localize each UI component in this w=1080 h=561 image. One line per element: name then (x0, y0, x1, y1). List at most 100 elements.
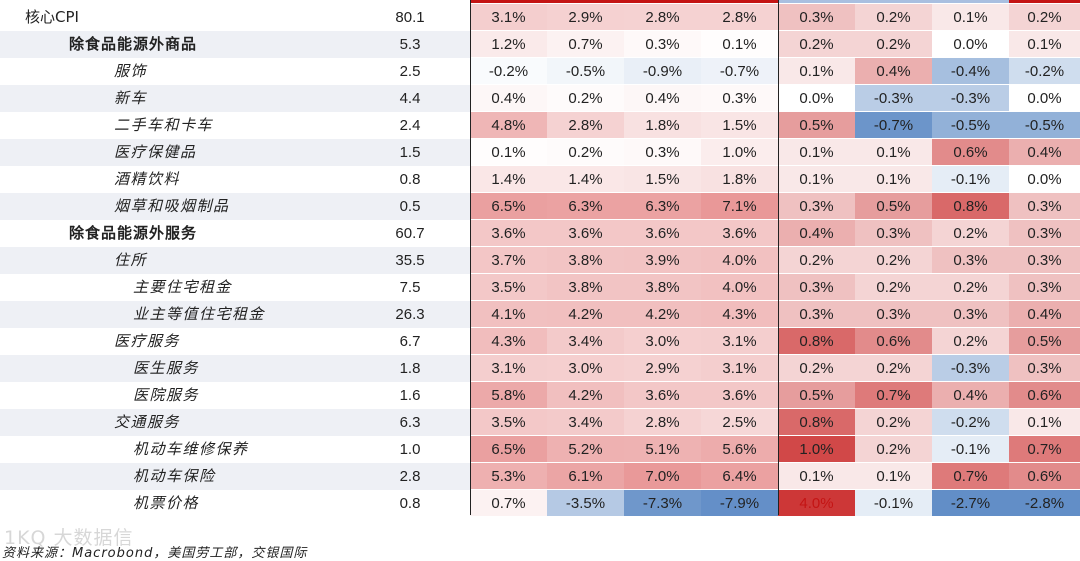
value-cell: 0.4% (470, 85, 547, 112)
value-cell: 3.6% (624, 382, 701, 409)
value-cell: 4.1% (470, 301, 547, 328)
value-cell: 3.8% (547, 274, 624, 301)
value-cell: 0.4% (624, 85, 701, 112)
value-cell: 2.8% (624, 409, 701, 436)
row-label: 业主等值住宅租金 (133, 305, 266, 323)
value-cell: -3.5% (547, 490, 624, 517)
value-cell: 2.8% (547, 112, 624, 139)
value-cell: -0.2% (932, 409, 1009, 436)
value-cell: 1.2% (470, 31, 547, 58)
value-cell: 0.2% (778, 31, 855, 58)
value-cell: 2.5% (701, 409, 778, 436)
row-weight: 0.8 (399, 171, 421, 188)
row-label: 机动车维修保养 (133, 440, 249, 458)
value-cell: 0.1% (1009, 31, 1080, 58)
value-cell: 0.8% (778, 409, 855, 436)
value-cell: 3.9% (624, 247, 701, 274)
table-row: 服饰 2.5 -0.2% -0.5% -0.9% -0.7% 0.1% 0.4% -0.4% -0… (0, 58, 1080, 85)
row-label: 新车 (114, 89, 148, 107)
table-row: 住所 35.5 3.7% 3.8% 3.9% 4.0% 0.2% 0.2% 0.3% 0.3% (0, 247, 1080, 274)
value-cell: 0.7% (470, 490, 547, 517)
value-cell: 0.2% (855, 355, 932, 382)
table-row: 除食品能源外商品 5.3 1.2% 0.7% 0.3% 0.1% 0.2% 0.2% 0.0% 0… (0, 31, 1080, 58)
value-cell: 0.3% (778, 193, 855, 220)
value-cell: -0.3% (932, 85, 1009, 112)
value-cell: 0.1% (778, 139, 855, 166)
value-cell: 0.2% (547, 85, 624, 112)
row-weight: 1.5 (399, 144, 421, 161)
value-cell: 0.5% (778, 112, 855, 139)
value-cell: 0.5% (1009, 328, 1080, 355)
value-cell: 0.3% (855, 220, 932, 247)
value-cell: 0.3% (624, 139, 701, 166)
value-cell: 0.6% (1009, 382, 1080, 409)
header-bar-3 (1009, 0, 1080, 3)
table-row: 机动车维修保养 1.0 6.5% 5.2% 5.1% 5.6% 1.0% 0.2% -0.1% 0… (0, 436, 1080, 463)
column-divider (470, 0, 471, 515)
table-row: 烟草和吸烟制品 0.5 6.5% 6.3% 6.3% 7.1% 0.3% 0.5% 0.8% 0.… (0, 193, 1080, 220)
value-cell: 6.4% (701, 463, 778, 490)
value-cell: 4.2% (547, 382, 624, 409)
table-row: 主要住宅租金 7.5 3.5% 3.8% 3.8% 4.0% 0.3% 0.2% 0.2% 0.3… (0, 274, 1080, 301)
value-cell: 0.5% (778, 382, 855, 409)
value-cell: 3.6% (624, 220, 701, 247)
value-cell: 0.1% (1009, 409, 1080, 436)
value-cell: 4.3% (701, 301, 778, 328)
row-weight: 1.6 (399, 387, 421, 404)
value-cell: 2.9% (547, 4, 624, 31)
value-cell: 1.0% (778, 436, 855, 463)
table-row: 业主等值住宅租金 26.3 4.1% 4.2% 4.2% 4.3% 0.3% 0.3% 0.3%… (0, 301, 1080, 328)
value-cell: 0.8% (932, 193, 1009, 220)
value-cell: -0.5% (1009, 112, 1080, 139)
value-cell: 0.4% (855, 58, 932, 85)
row-label: 医疗服务 (114, 332, 181, 350)
value-cell: 2.8% (701, 4, 778, 31)
value-cell: 3.6% (547, 220, 624, 247)
value-cell: 0.0% (1009, 85, 1080, 112)
table-row: 除食品能源外服务 60.7 3.6% 3.6% 3.6% 3.6% 0.4% 0.3% 0.2%… (0, 220, 1080, 247)
table-row: 二手车和卡车 2.4 4.8% 2.8% 1.8% 1.5% 0.5% -0.7% -0.5% -… (0, 112, 1080, 139)
value-cell: 5.8% (470, 382, 547, 409)
value-cell: 1.4% (547, 166, 624, 193)
value-cell: 0.3% (932, 301, 1009, 328)
row-label: 交通服务 (114, 413, 181, 431)
value-cell: 3.1% (470, 355, 547, 382)
value-cell: 0.2% (855, 409, 932, 436)
value-cell: -0.7% (855, 112, 932, 139)
table-row: 新车 4.4 0.4% 0.2% 0.4% 0.3% 0.0% -0.3% -0.3% 0.0% (0, 85, 1080, 112)
row-weight: 4.4 (399, 90, 421, 107)
row-label: 医生服务 (133, 359, 200, 377)
value-cell: -0.1% (855, 490, 932, 517)
value-cell: 0.3% (1009, 193, 1080, 220)
header-bar-0 (470, 0, 778, 3)
row-label: 医院服务 (133, 386, 200, 404)
value-cell: 6.3% (624, 193, 701, 220)
table-row: 交通服务 6.3 3.5% 3.4% 2.8% 2.5% 0.8% 0.2% -0.2% 0.1% (0, 409, 1080, 436)
row-weight: 2.4 (399, 117, 421, 134)
value-cell: -0.2% (470, 58, 547, 85)
value-cell: -0.3% (855, 85, 932, 112)
value-cell: 3.7% (470, 247, 547, 274)
value-cell: -0.9% (624, 58, 701, 85)
table-row: 机票价格 0.8 0.7% -3.5% -7.3% -7.9% 4.0% -0.1% -2.7%… (0, 490, 1080, 517)
value-cell: 3.6% (470, 220, 547, 247)
value-cell: 0.4% (932, 382, 1009, 409)
value-cell: 0.2% (855, 274, 932, 301)
header-bar-2 (932, 0, 1009, 3)
value-cell: 0.3% (1009, 355, 1080, 382)
value-cell: 0.1% (778, 58, 855, 85)
value-cell: 6.3% (547, 193, 624, 220)
row-weight: 0.8 (399, 495, 421, 512)
value-cell: 0.6% (932, 139, 1009, 166)
value-cell: 0.3% (778, 4, 855, 31)
value-cell: 2.8% (624, 4, 701, 31)
value-cell: -0.1% (932, 166, 1009, 193)
value-cell: 0.1% (932, 4, 1009, 31)
value-cell: 0.3% (701, 85, 778, 112)
value-cell: 0.1% (855, 139, 932, 166)
header-bar-1 (778, 0, 932, 3)
table-row: 核心CPI 80.1 3.1% 2.9% 2.8% 2.8% 0.3% 0.2% 0.1% 0.2… (0, 4, 1080, 31)
row-label: 除食品能源外服务 (69, 224, 198, 242)
value-cell: -7.9% (701, 490, 778, 517)
value-cell: 3.1% (701, 328, 778, 355)
